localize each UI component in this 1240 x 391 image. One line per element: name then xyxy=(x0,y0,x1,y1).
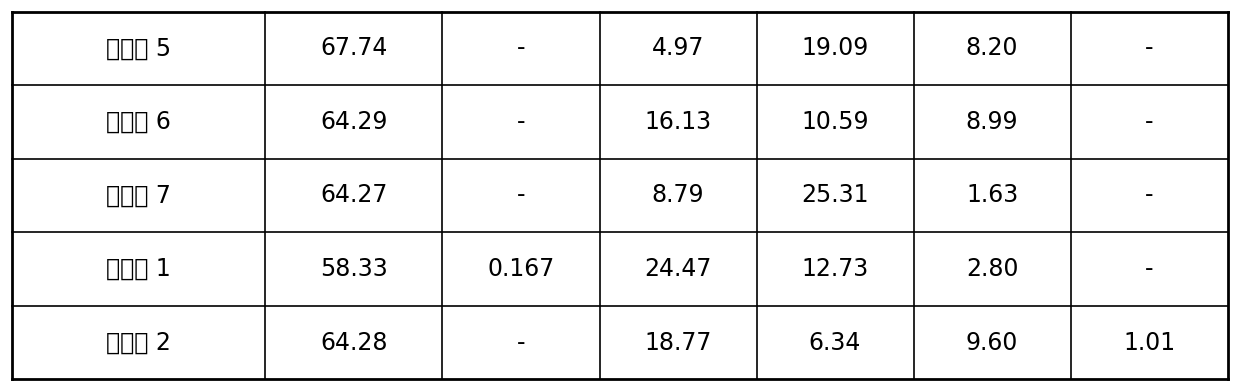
Text: 1.63: 1.63 xyxy=(966,183,1018,208)
Text: 24.47: 24.47 xyxy=(645,257,712,281)
Text: -: - xyxy=(517,110,526,134)
Text: 8.20: 8.20 xyxy=(966,36,1018,61)
Text: -: - xyxy=(1145,257,1153,281)
Text: 1.01: 1.01 xyxy=(1123,330,1176,355)
Text: 64.27: 64.27 xyxy=(320,183,387,208)
Text: 8.79: 8.79 xyxy=(652,183,704,208)
Text: 9.60: 9.60 xyxy=(966,330,1018,355)
Text: 25.31: 25.31 xyxy=(801,183,869,208)
Text: 0.167: 0.167 xyxy=(487,257,554,281)
Text: -: - xyxy=(517,330,526,355)
Text: 4.97: 4.97 xyxy=(652,36,704,61)
Text: -: - xyxy=(1145,183,1153,208)
Text: 8.99: 8.99 xyxy=(966,110,1018,134)
Text: 64.29: 64.29 xyxy=(320,110,387,134)
Text: 12.73: 12.73 xyxy=(801,257,869,281)
Text: 19.09: 19.09 xyxy=(801,36,869,61)
Text: 64.28: 64.28 xyxy=(320,330,387,355)
Text: 18.77: 18.77 xyxy=(645,330,712,355)
Text: 58.33: 58.33 xyxy=(320,257,388,281)
Text: 67.74: 67.74 xyxy=(320,36,387,61)
Text: -: - xyxy=(1145,36,1153,61)
Text: 10.59: 10.59 xyxy=(801,110,869,134)
Text: 6.34: 6.34 xyxy=(808,330,862,355)
Text: 2.80: 2.80 xyxy=(966,257,1018,281)
Text: 对比例 2: 对比例 2 xyxy=(107,330,171,355)
Text: 实施例 6: 实施例 6 xyxy=(107,110,171,134)
Text: 实施例 7: 实施例 7 xyxy=(107,183,171,208)
Text: 实施例 5: 实施例 5 xyxy=(107,36,171,61)
Text: -: - xyxy=(1145,110,1153,134)
Text: -: - xyxy=(517,36,526,61)
Text: 16.13: 16.13 xyxy=(645,110,712,134)
Text: 对比例 1: 对比例 1 xyxy=(107,257,171,281)
Text: -: - xyxy=(517,183,526,208)
